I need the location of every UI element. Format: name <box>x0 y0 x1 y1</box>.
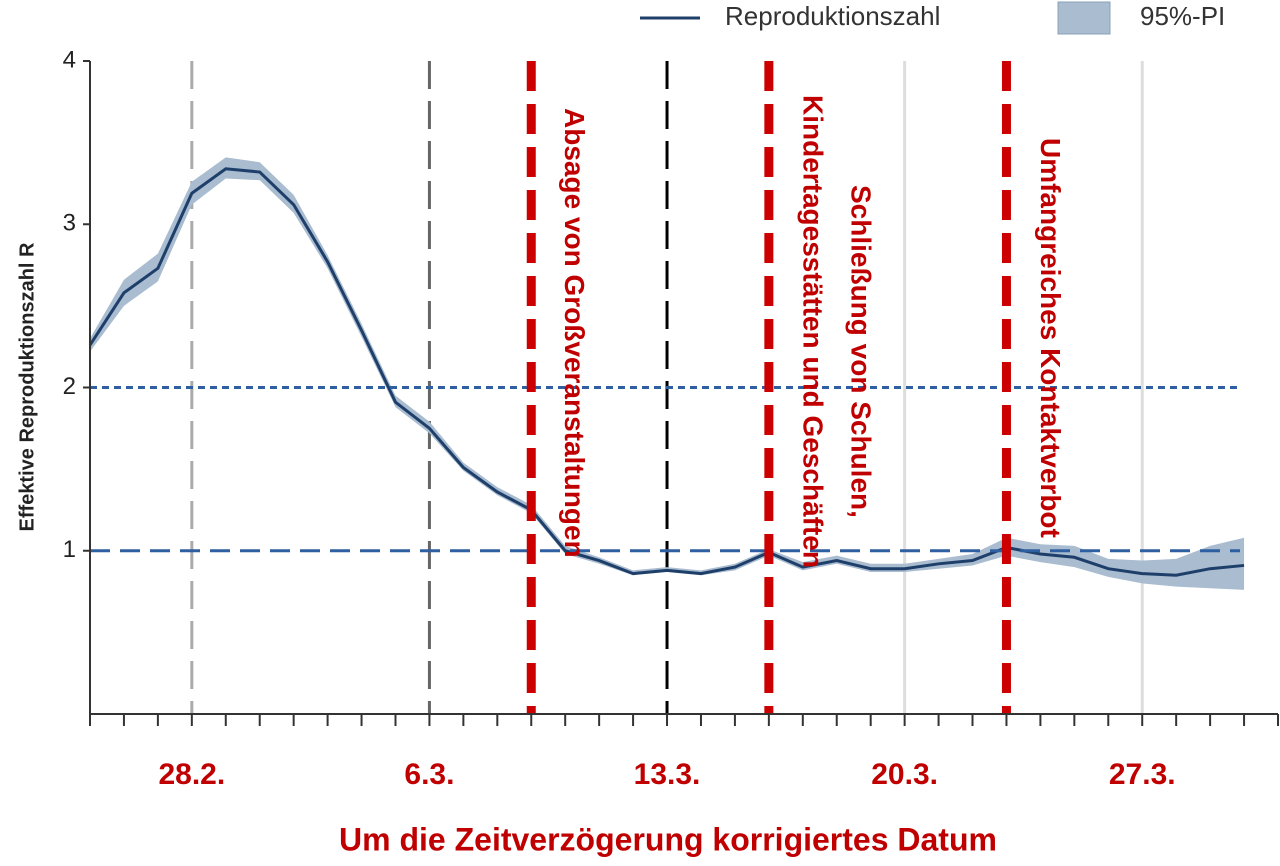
legend-label: Reproduktionszahl <box>725 1 940 31</box>
x-tick-label: 6.3. <box>404 758 454 791</box>
annotation: Schließung von Schulen, <box>845 185 876 518</box>
x-axis-label: Um die Zeitverzögerung korrigiertes Datu… <box>339 821 997 857</box>
annotation: Kindertagesstätten und Geschäften <box>797 95 828 568</box>
x-tick-label: 20.3. <box>871 758 938 791</box>
y-tick-label: 3 <box>63 210 76 237</box>
x-tick-label: 28.2. <box>158 758 225 791</box>
annotation: Absage von Großveranstaltungen <box>559 108 590 558</box>
x-tick-label: 27.3. <box>1109 758 1176 791</box>
y-tick-label: 1 <box>63 536 76 563</box>
annotation: Umfangreiches Kontaktverbot <box>1035 138 1066 538</box>
x-tick-label: 13.3. <box>634 758 701 791</box>
legend-label: 95%-PI <box>1140 1 1225 31</box>
y-axis-label: Effektive Reproduktionszahl R <box>16 242 38 531</box>
y-tick-label: 2 <box>63 373 76 400</box>
y-tick-label: 4 <box>63 46 76 73</box>
legend-swatch <box>1057 1 1111 35</box>
line <box>88 167 1245 577</box>
